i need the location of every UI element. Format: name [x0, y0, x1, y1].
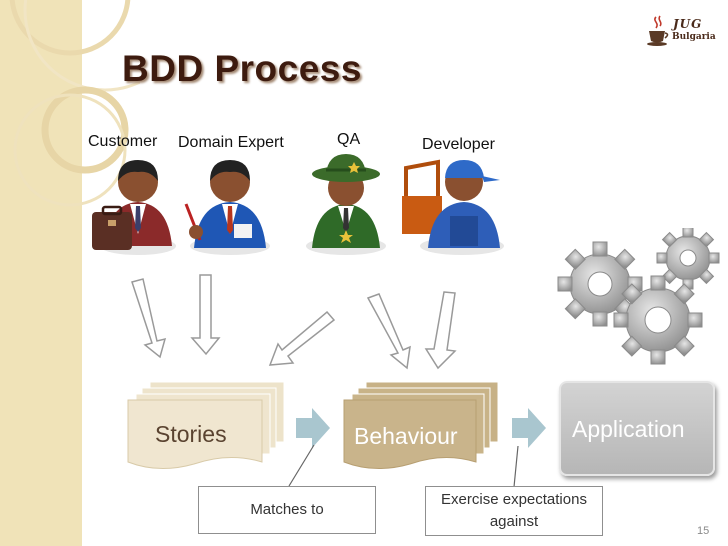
matches-callout-text: Matches to: [250, 501, 324, 518]
stories-document-stack: [127, 381, 285, 470]
domain-expert-pen-person-icon: [184, 160, 270, 255]
java-cup-icon: [647, 15, 669, 46]
exercise-callout-line1: Exercise expectations: [441, 491, 587, 508]
hollow-down-arrow-icon: [190, 274, 221, 356]
developer-toolbox-person-icon: [402, 159, 504, 255]
role-label-domain-expert: Domain Expert: [178, 134, 284, 151]
jug-logo: JUG Bulgaria: [646, 14, 726, 50]
hollow-down-arrow-icon: [268, 310, 336, 366]
matches-callout: Matches to: [198, 486, 376, 534]
logo-line1: JUG: [673, 17, 703, 31]
customer-briefcase-person-icon: [92, 160, 176, 255]
hollow-down-arrow-icon: [366, 293, 411, 370]
behaviour-document-stack: [343, 381, 499, 470]
right-arrow-icon: [512, 408, 546, 448]
role-label-developer: Developer: [422, 136, 495, 153]
exercise-callout-line2: against: [489, 513, 539, 530]
stories-label: Stories: [155, 421, 227, 447]
exercise-callout: Exercise expectations against: [425, 486, 603, 536]
qa-sheriff-person-icon: [306, 154, 386, 255]
slide-title: BDD Process: [122, 48, 362, 89]
behaviour-label: Behaviour: [354, 423, 458, 449]
role-label-customer: Customer: [88, 133, 158, 150]
application-label: Application: [572, 416, 685, 442]
application-box: [559, 381, 715, 476]
hollow-down-arrow-icon: [424, 291, 457, 370]
hollow-down-arrow-icon: [131, 278, 167, 359]
page-number: 15: [697, 525, 710, 537]
right-arrow-icon: [296, 408, 330, 448]
role-label-qa: QA: [337, 131, 361, 148]
gears-icon: [557, 228, 720, 365]
decor-swirl: [9, 0, 140, 207]
logo-line2: Bulgaria: [672, 32, 716, 42]
